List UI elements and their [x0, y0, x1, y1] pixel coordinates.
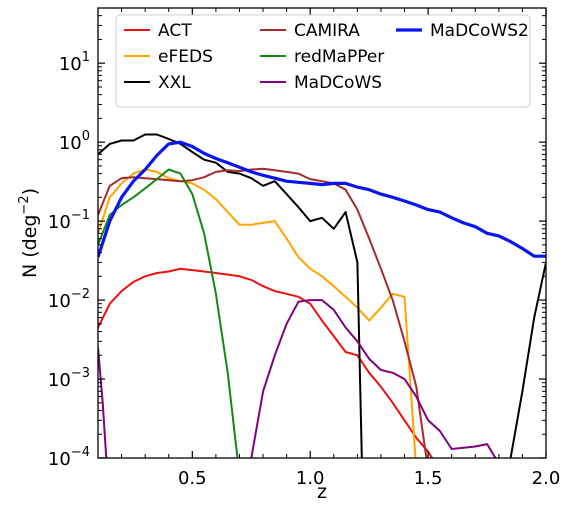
x-tick-label: 0.5	[178, 468, 207, 489]
series-line-efeds	[98, 168, 417, 458]
y-axis-label: N (deg−2)	[17, 188, 41, 278]
legend-label-madcows2: MaDCoWS2	[430, 21, 529, 41]
legend-label-act: ACT	[158, 21, 192, 41]
legend: ACT eFEDS XXL CAMIRA redMaPPer MaDCoWS MaDCoWS…	[115, 14, 531, 108]
x-tick-label: 1.0	[296, 468, 325, 489]
y-axis-label-main: N (deg	[19, 215, 41, 278]
y-axis-label-exponent: −2	[17, 195, 32, 214]
y-tick-label: 10−1	[48, 208, 90, 233]
legend-label-madcows: MaDCoWS	[294, 73, 382, 93]
axis-layer: 0.5 1.0 1.5 2.0 10−4 10−3 10−2 10−1 100 101	[48, 7, 561, 489]
y-axis-label-close: )	[19, 188, 41, 195]
y-tick-label: 10−3	[48, 366, 90, 391]
x-tick-label: 1.5	[414, 468, 443, 489]
x-axis-label: z	[317, 481, 327, 503]
series-line-xxl	[98, 133, 546, 458]
y-tick-label: 101	[59, 50, 90, 75]
y-tick-label: 10−2	[48, 287, 90, 312]
legend-label-xxl: XXL	[158, 73, 191, 93]
series-line-act	[98, 267, 434, 458]
x-tick-label: 2.0	[532, 468, 561, 489]
legend-frame	[115, 14, 531, 108]
y-tick-label: 100	[59, 129, 90, 154]
series-line-madcows2	[98, 140, 546, 258]
legend-label-redmapper: redMaPPer	[294, 47, 384, 67]
y-tick-label: 10−4	[48, 445, 90, 470]
series-line-camira	[98, 167, 428, 458]
legend-label-camira: CAMIRA	[294, 21, 360, 41]
legend-label-efeds: eFEDS	[158, 47, 213, 67]
series-line-madcows	[98, 299, 497, 458]
series-line-redmapper	[98, 168, 239, 458]
series-layer	[98, 133, 546, 458]
